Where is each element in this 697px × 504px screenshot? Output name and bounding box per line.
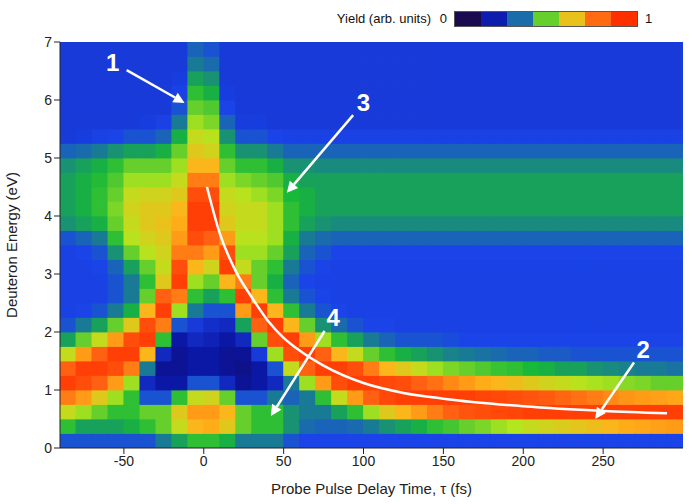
svg-text:1: 1 (44, 382, 52, 398)
svg-text:3: 3 (357, 89, 370, 116)
html-text:0: 0 (439, 11, 447, 26)
svg-text:1: 1 (106, 49, 119, 76)
svg-text:-50: -50 (114, 453, 134, 469)
svg-text:2: 2 (44, 324, 52, 340)
svg-text:250: 250 (591, 453, 615, 469)
svg-text:6: 6 (44, 92, 52, 108)
svg-text:Deuteron Energy (eV): Deuteron Energy (eV) (3, 172, 20, 318)
svg-text:2: 2 (636, 336, 649, 363)
svg-text:5: 5 (44, 150, 52, 166)
svg-text:50: 50 (276, 453, 292, 469)
svg-text:0: 0 (200, 453, 208, 469)
svg-text:7: 7 (44, 34, 52, 50)
html-text:1: 1 (645, 11, 653, 26)
svg-text:150: 150 (432, 453, 456, 469)
svg-text:0: 0 (44, 440, 52, 456)
svg-text:3: 3 (44, 266, 52, 282)
svg-text:100: 100 (352, 453, 376, 469)
svg-text:Probe Pulse Delay Time, τ (fs): Probe Pulse Delay Time, τ (fs) (271, 480, 472, 497)
html-text:Yield (arb. units): Yield (arb. units) (336, 11, 431, 26)
svg-text:200: 200 (512, 453, 536, 469)
svg-text:4: 4 (44, 208, 52, 224)
svg-text:4: 4 (326, 304, 340, 331)
